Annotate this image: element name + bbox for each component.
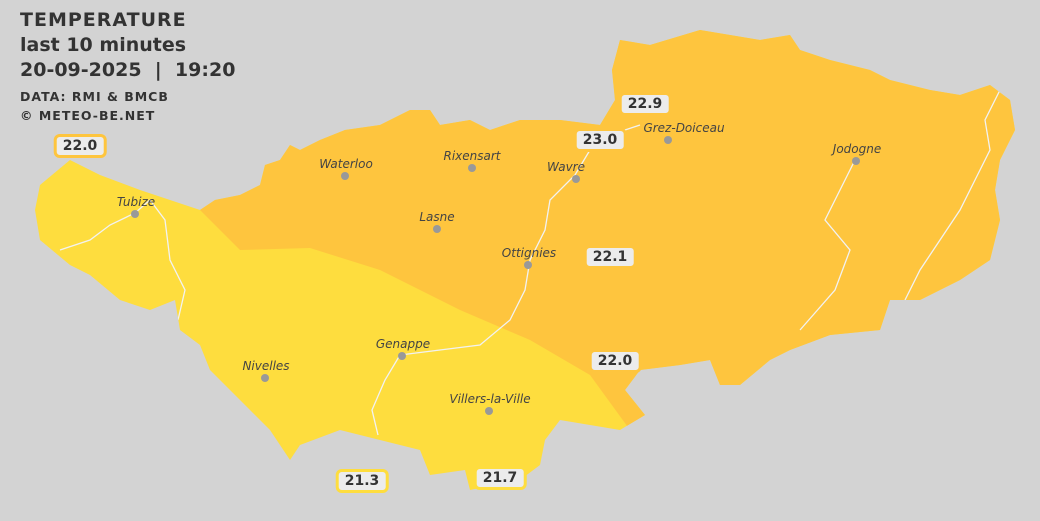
data-source: DATA: RMI & BMCB — [20, 89, 169, 104]
city-label: Lasne — [419, 210, 455, 224]
temperature-reading[interactable]: 21.7 — [473, 466, 527, 490]
city-dot — [131, 210, 139, 218]
city-dot — [664, 136, 672, 144]
city-dot — [261, 374, 269, 382]
temperature-reading[interactable]: 21.3 — [335, 469, 389, 493]
city-dot — [433, 225, 441, 233]
city-label: Wavre — [547, 160, 585, 174]
city-label: Tubize — [116, 195, 156, 209]
temperature-reading[interactable]: 22.1 — [583, 245, 637, 269]
city-dot — [852, 157, 860, 165]
city-label: Villers-la-Ville — [449, 392, 531, 406]
city-dot — [485, 407, 493, 415]
datetime: 20-09-2025 | 19:20 — [20, 59, 236, 81]
city-label: Nivelles — [242, 359, 290, 373]
period: last 10 minutes — [20, 34, 187, 56]
legend-header: TEMPERATURE last 10 minutes 20-09-2025 |… — [20, 8, 235, 125]
temperature-reading[interactable]: 22.0 — [53, 134, 107, 158]
city-dot — [398, 352, 406, 360]
city-dot — [468, 164, 476, 172]
city-dot — [524, 261, 532, 269]
copyright: © METEO-BE.NET — [20, 108, 156, 123]
city-dot — [572, 175, 580, 183]
city-label: Waterloo — [319, 157, 373, 171]
temperature-reading[interactable]: 22.0 — [588, 349, 642, 373]
city-label: Jodogne — [832, 142, 882, 156]
city-label: Rixensart — [443, 149, 501, 163]
city-dot — [341, 172, 349, 180]
temperature-reading[interactable]: 23.0 — [573, 128, 627, 152]
temperature-reading[interactable]: 22.9 — [618, 92, 672, 116]
city-label: Genappe — [375, 337, 431, 351]
city-label: Grez-Doiceau — [643, 121, 725, 135]
city-label: Ottignies — [501, 246, 557, 260]
map-title: TEMPERATURE — [20, 9, 187, 31]
